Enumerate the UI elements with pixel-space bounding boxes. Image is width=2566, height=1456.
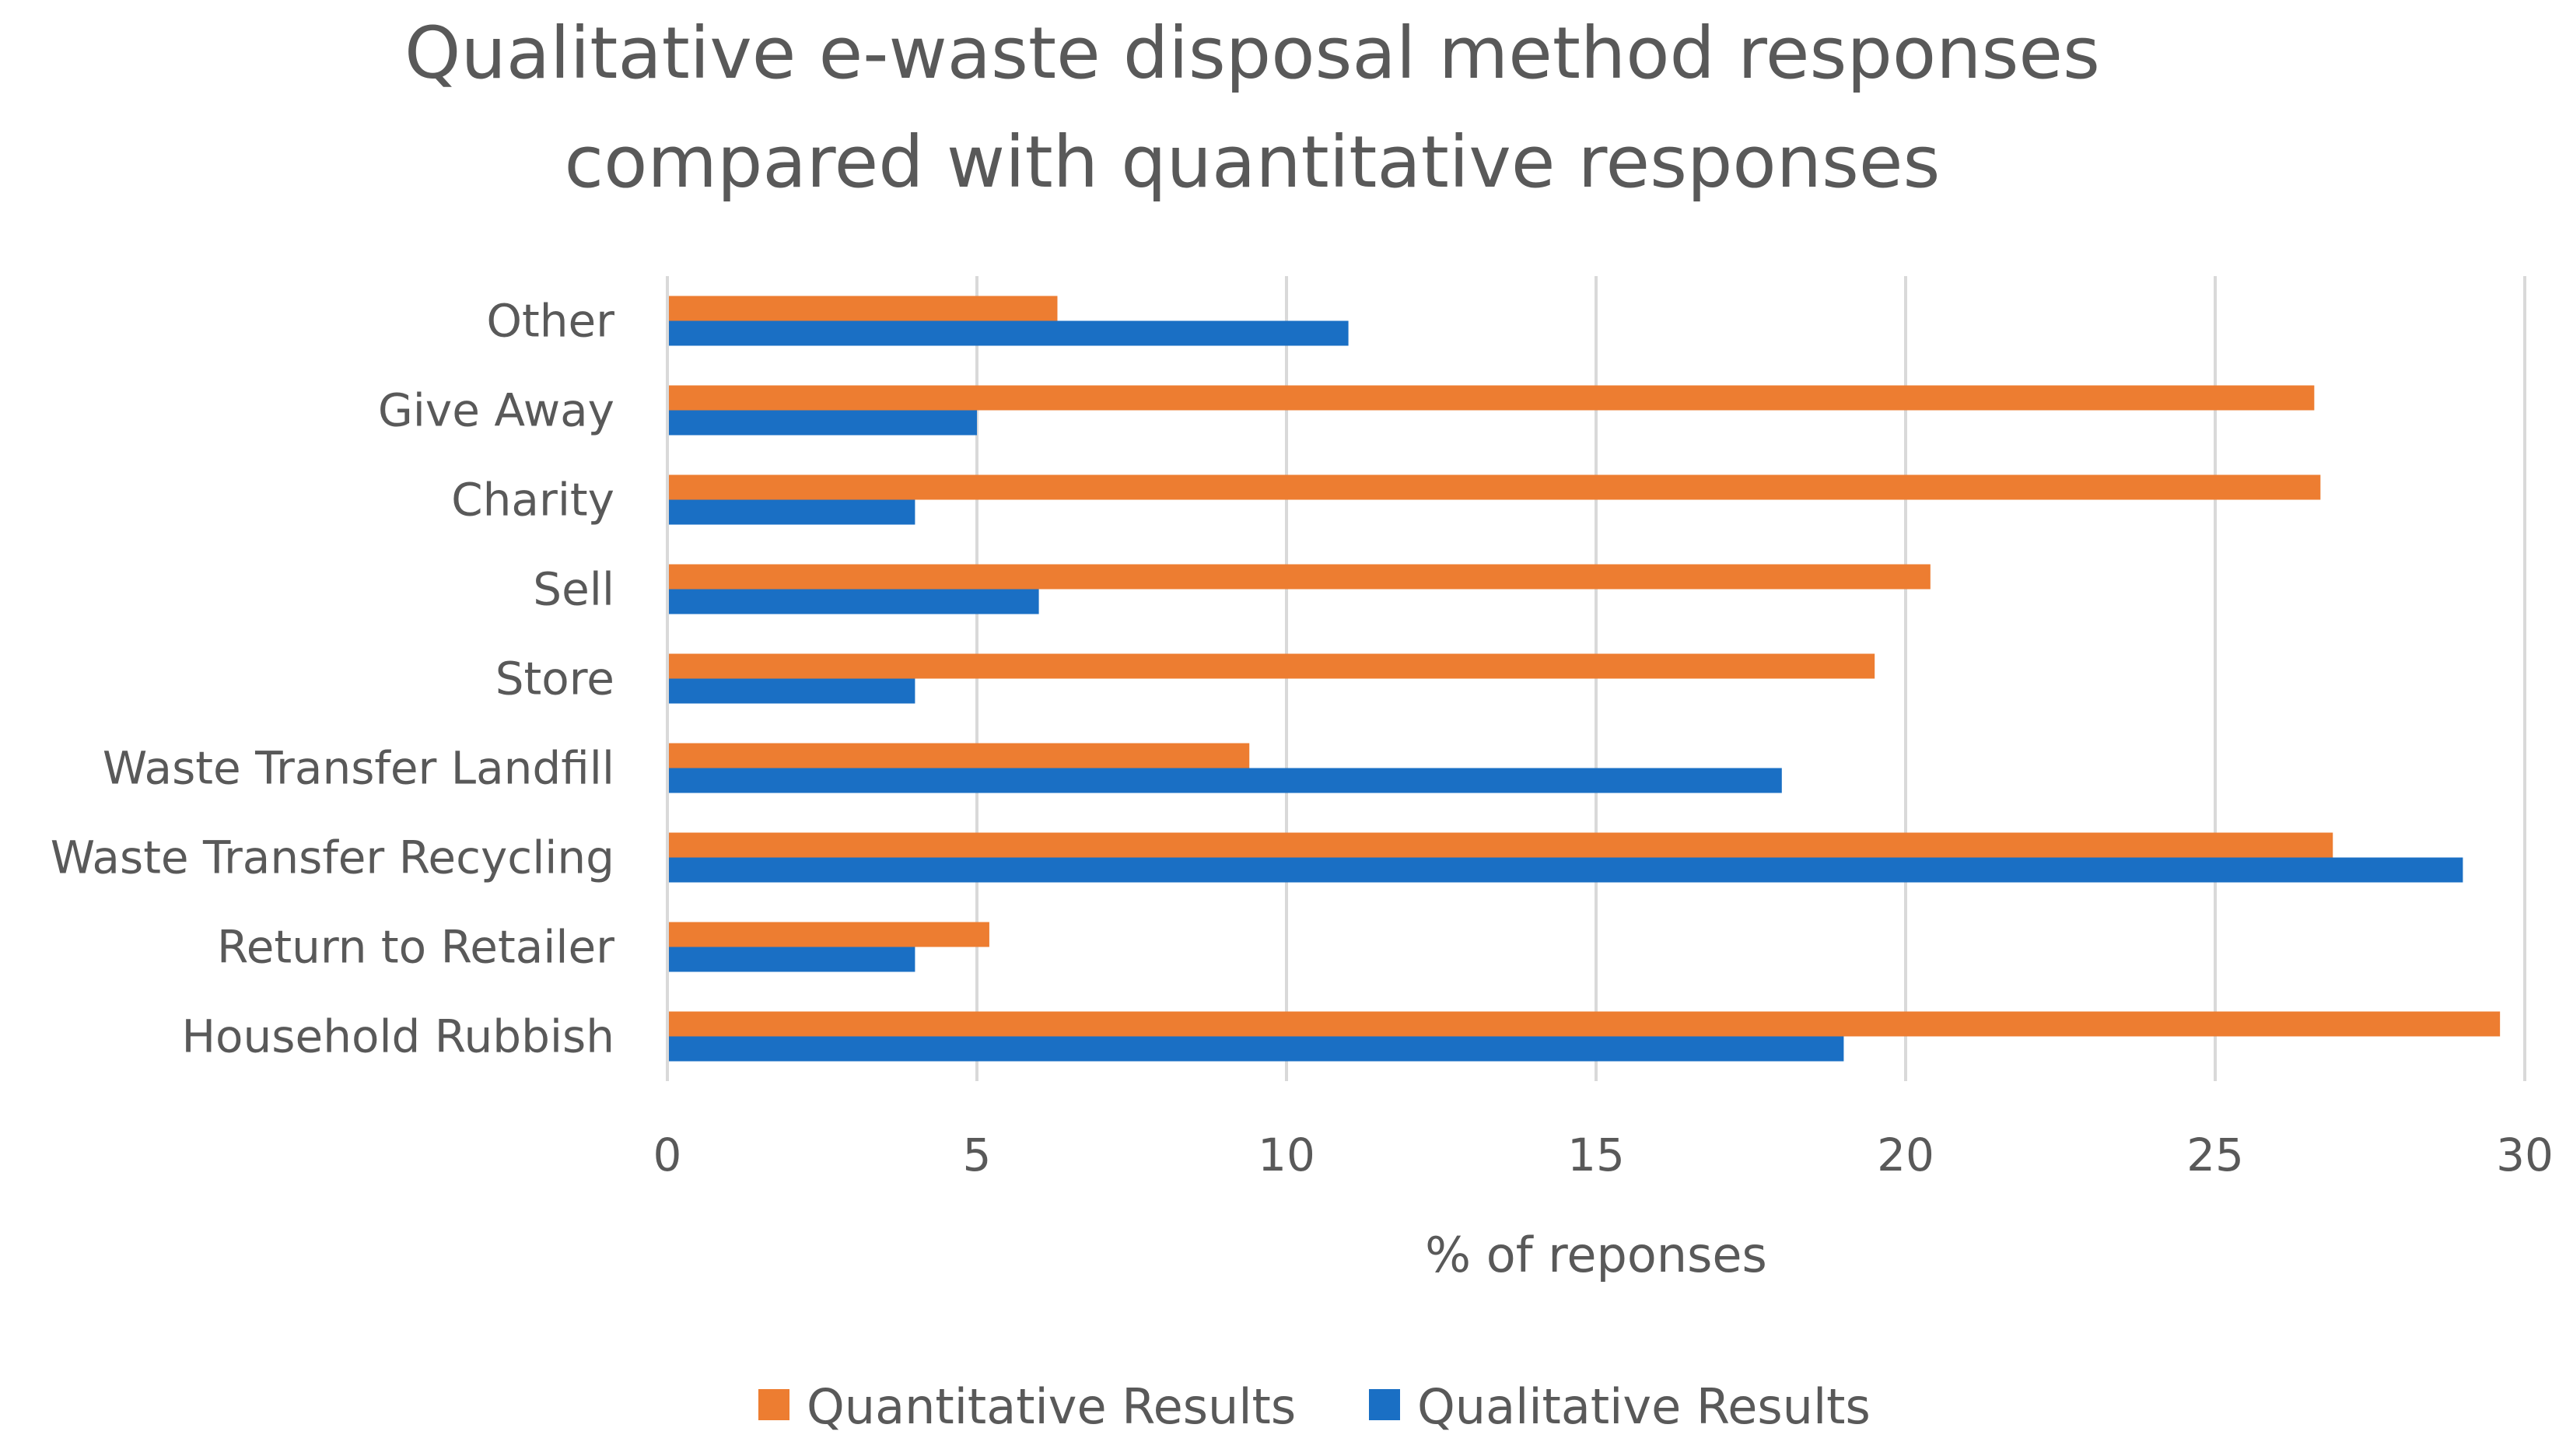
bar-quantitative (669, 564, 1931, 590)
x-tick-label: 25 (2186, 1129, 2244, 1181)
bar-quantitative (669, 385, 2315, 411)
x-axis-title: % of reponses (1425, 1227, 1767, 1283)
bar-quantitative (669, 296, 1058, 321)
category-label: Waste Transfer Landfill (103, 742, 614, 795)
bar-qualitative (669, 768, 1782, 793)
x-tick-labels: 0 5 10 15 20 25 30 (653, 1129, 2554, 1181)
chart-title: Qualitative e-waste disposal method resp… (404, 12, 2100, 204)
bar-quantitative (669, 832, 2333, 858)
bar-qualitative (669, 499, 915, 525)
bar-quantitative (669, 474, 2321, 500)
category-label: Sell (533, 563, 614, 616)
legend-swatch-quantitative (758, 1389, 789, 1420)
category-label: Charity (451, 474, 614, 527)
bar-qualitative (669, 678, 915, 704)
bar-quantitative (669, 1011, 2501, 1037)
bar-qualitative (669, 589, 1039, 614)
bar-qualitative (669, 320, 1349, 346)
category-label: Store (495, 653, 614, 705)
chart-title-line-2: compared with quantitative responses (565, 121, 1941, 204)
category-label: Other (486, 295, 614, 348)
legend: Quantitative Results Qualitative Results (758, 1378, 1871, 1435)
bar-qualitative (669, 1036, 1844, 1062)
x-tick-label: 5 (963, 1129, 992, 1181)
x-tick-label: 20 (1877, 1129, 1934, 1181)
bar-qualitative (669, 410, 977, 436)
chart-title-line-1: Qualitative e-waste disposal method resp… (404, 12, 2100, 95)
category-label: Return to Retailer (217, 921, 614, 974)
bar-quantitative (669, 743, 1250, 768)
x-tick-label: 30 (2496, 1129, 2554, 1181)
category-label: Give Away (378, 384, 614, 437)
x-tick-label: 10 (1258, 1129, 1315, 1181)
bar-quantitative (669, 922, 989, 947)
category-label: Household Rubbish (181, 1010, 614, 1063)
bars (669, 296, 2501, 1062)
category-labels: Other Give Away Charity Sell Store Waste Tran… (51, 295, 614, 1063)
legend-label-qualitative: Qualitative Results (1417, 1378, 1871, 1435)
x-tick-label: 0 (653, 1129, 682, 1181)
legend-swatch-qualitative (1369, 1389, 1400, 1420)
category-label: Waste Transfer Recycling (51, 831, 614, 884)
bar-qualitative (669, 857, 2463, 883)
bar-quantitative (669, 653, 1875, 679)
x-tick-label: 15 (1567, 1129, 1625, 1181)
bar-qualitative (669, 947, 915, 972)
legend-label-quantitative: Quantitative Results (807, 1378, 1296, 1435)
